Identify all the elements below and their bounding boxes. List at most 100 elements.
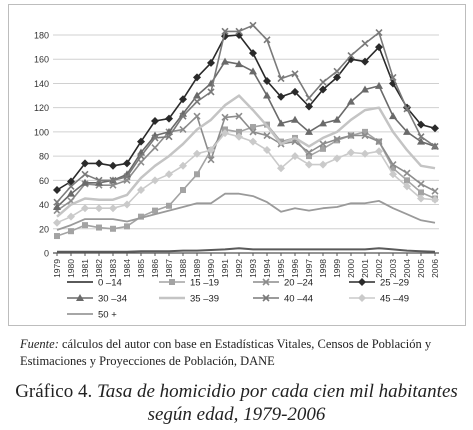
data-point — [221, 113, 229, 121]
legend-item: 15 –19 — [159, 278, 219, 289]
data-point — [179, 161, 187, 170]
data-point — [389, 161, 397, 169]
data-point — [53, 202, 61, 210]
data-point — [123, 200, 131, 209]
data-point — [95, 159, 103, 168]
data-point — [431, 124, 439, 133]
data-point — [347, 52, 355, 60]
legend-label: 20 –24 — [284, 278, 313, 289]
data-point — [404, 177, 410, 184]
data-point — [53, 218, 61, 227]
data-point — [390, 165, 396, 172]
data-point — [138, 213, 144, 220]
x-tick-label: 1979 — [52, 259, 62, 278]
data-point — [194, 171, 200, 178]
data-point — [305, 148, 313, 157]
x-tick-label: 2001 — [360, 259, 370, 278]
data-point — [361, 149, 369, 158]
data-point — [207, 88, 215, 96]
y-tick-label: 80 — [39, 152, 49, 162]
data-point — [110, 225, 116, 232]
x-tick-label: 2006 — [430, 259, 440, 278]
data-point — [221, 57, 229, 65]
legend-item: 35 –39 — [159, 294, 219, 305]
data-point — [67, 212, 75, 221]
data-point — [375, 138, 383, 146]
data-point — [291, 87, 299, 96]
data-point — [291, 70, 299, 78]
data-point — [249, 67, 257, 75]
data-point — [96, 224, 102, 231]
series-6 — [53, 21, 439, 206]
figure-caption-line1: Gráfico 4. Tasa de homicidio por cada ci… — [0, 381, 473, 403]
legend-label: 50 + — [98, 310, 117, 321]
legend-label: 15 –19 — [190, 278, 219, 289]
x-tick-label: 1983 — [108, 259, 118, 278]
x-tick-label: 1994 — [262, 259, 272, 278]
data-point — [417, 194, 425, 203]
series-line — [56, 192, 436, 231]
data-point — [291, 152, 299, 161]
data-point — [137, 186, 145, 195]
data-point — [319, 160, 327, 169]
data-point — [235, 60, 243, 68]
data-point — [165, 170, 173, 179]
data-point — [375, 81, 383, 89]
x-tick-label: 1999 — [332, 259, 342, 278]
data-point — [82, 222, 88, 229]
data-point — [417, 137, 425, 145]
data-point — [193, 98, 201, 106]
data-point — [221, 27, 229, 35]
data-point — [305, 102, 313, 111]
x-tick-label: 1996 — [290, 259, 300, 278]
data-point — [333, 135, 341, 143]
data-point — [151, 134, 159, 142]
legend-item: 45 –49 — [349, 294, 409, 305]
data-point — [263, 131, 271, 140]
data-point — [347, 131, 355, 140]
data-point — [249, 21, 257, 29]
data-point — [361, 39, 369, 48]
x-tick-label: 1980 — [66, 259, 76, 278]
data-point — [137, 152, 145, 160]
data-point — [95, 176, 103, 184]
legend-label: 30 –34 — [98, 294, 127, 305]
data-point — [389, 73, 397, 81]
data-point — [389, 170, 397, 179]
data-point — [54, 233, 60, 240]
data-point — [53, 186, 61, 195]
data-point — [306, 153, 312, 160]
x-tick-label: 1989 — [192, 259, 202, 278]
y-tick-label: 180 — [34, 31, 49, 41]
caption-title-line1: Tasa de homicidio por cada cien mil habi… — [96, 381, 458, 402]
legend-label: 25 –29 — [380, 278, 409, 289]
series-line — [56, 60, 436, 208]
data-point — [137, 137, 145, 146]
caption-title-line2: según edad, 1979-2006 — [147, 404, 326, 425]
data-point — [319, 140, 327, 148]
y-tick-label: 40 — [39, 200, 49, 210]
series-line — [56, 115, 436, 212]
data-point — [68, 228, 74, 235]
x-tick-label: 1985 — [136, 259, 146, 278]
data-point — [319, 85, 327, 94]
data-point — [109, 161, 117, 170]
data-point — [179, 125, 187, 134]
data-point — [358, 278, 366, 286]
series-8 — [56, 192, 436, 231]
y-tick-label: 0 — [44, 249, 49, 259]
data-point — [235, 132, 243, 141]
x-tick-label: 2000 — [346, 259, 356, 278]
series-line — [56, 94, 436, 218]
x-tick-label: 1984 — [122, 259, 132, 278]
data-point — [124, 223, 130, 230]
data-point — [320, 145, 326, 152]
data-point — [67, 182, 75, 190]
data-point — [193, 91, 201, 99]
y-tick-label: 120 — [34, 103, 49, 113]
data-point — [389, 112, 397, 120]
x-tick-label: 1993 — [248, 259, 258, 278]
data-point — [417, 180, 425, 188]
series-line — [56, 132, 436, 224]
source-note: Fuente: cálculos del autor con base en E… — [20, 336, 465, 370]
